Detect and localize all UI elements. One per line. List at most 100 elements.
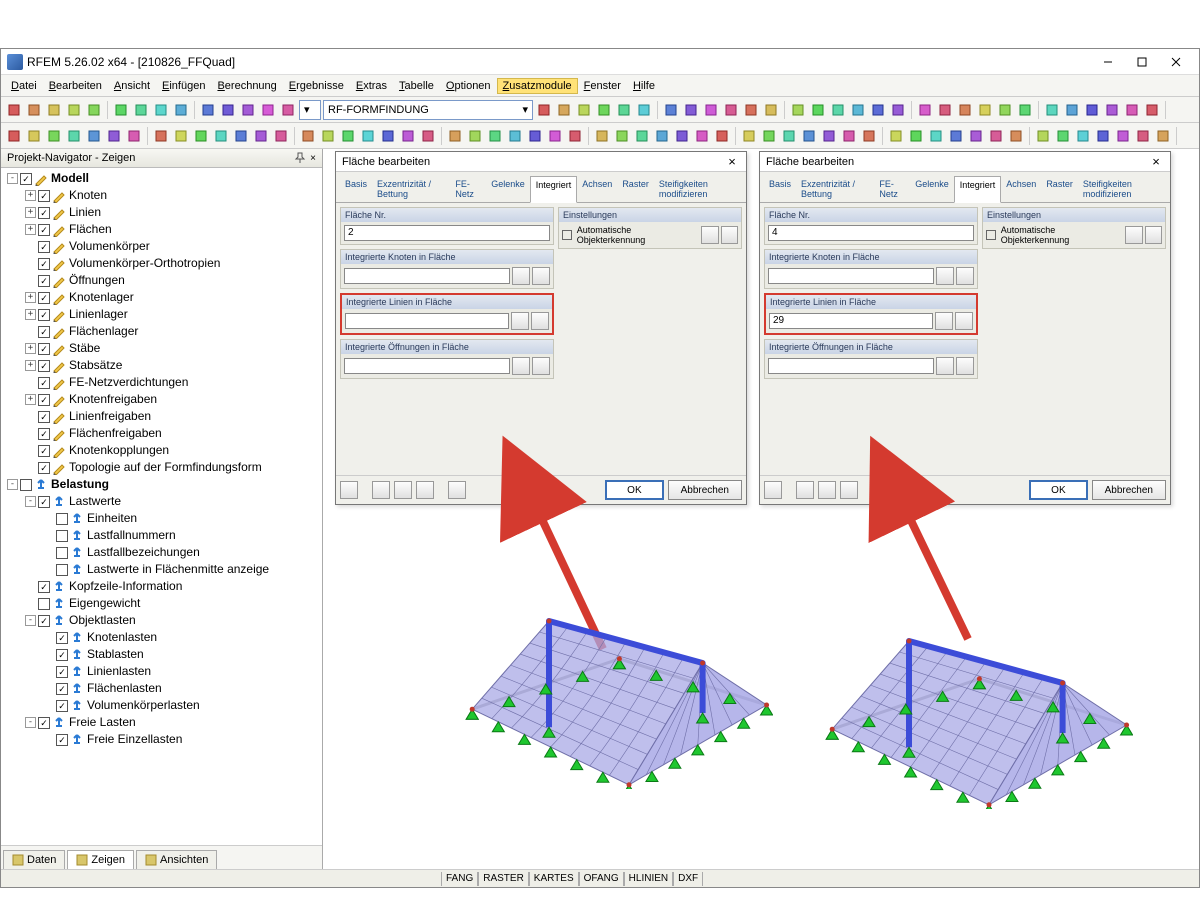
- toolbar-button[interactable]: [742, 101, 760, 119]
- tree-checkbox[interactable]: ✓: [38, 224, 50, 236]
- menu-item-extras[interactable]: Extras: [350, 78, 393, 94]
- toolbar-button[interactable]: [849, 101, 867, 119]
- foot-btn[interactable]: [448, 481, 466, 499]
- menu-item-optionen[interactable]: Optionen: [440, 78, 497, 94]
- tree-row[interactable]: ✓Knotenkopplungen: [1, 442, 322, 459]
- pick-button[interactable]: [512, 357, 530, 375]
- toolbar-button[interactable]: [702, 101, 720, 119]
- toolbar-button[interactable]: [907, 127, 925, 145]
- expand-icon[interactable]: -: [25, 496, 36, 507]
- dialog-tab[interactable]: Raster: [617, 176, 654, 202]
- tree-row[interactable]: ✓Knotenlasten: [1, 629, 322, 646]
- tree-checkbox[interactable]: [56, 547, 68, 559]
- tree-row[interactable]: +✓Linien: [1, 204, 322, 221]
- menu-item-tabelle[interactable]: Tabelle: [393, 78, 440, 94]
- toolbar-button[interactable]: [25, 127, 43, 145]
- dialog-close-icon[interactable]: ×: [1148, 154, 1164, 169]
- tree-row[interactable]: ✓FE-Netzverdichtungen: [1, 374, 322, 391]
- toolbar-button[interactable]: [673, 127, 691, 145]
- toolbar-button[interactable]: [1094, 127, 1112, 145]
- tree-row[interactable]: -✓Lastwerte: [1, 493, 322, 510]
- toolbar-button[interactable]: [125, 127, 143, 145]
- tree-checkbox[interactable]: [20, 479, 32, 491]
- toolbar-button[interactable]: [219, 101, 237, 119]
- tree-row[interactable]: ✓Linienlasten: [1, 663, 322, 680]
- menu-item-ansicht[interactable]: Ansicht: [108, 78, 156, 94]
- expand-icon[interactable]: -: [7, 173, 18, 184]
- toolbar-button[interactable]: [916, 101, 934, 119]
- dialog-tab[interactable]: Gelenke: [910, 176, 954, 202]
- toolbar-button[interactable]: [996, 101, 1014, 119]
- dialog-tab[interactable]: Steifigkeiten modifizieren: [654, 176, 742, 202]
- toolbar-button[interactable]: [239, 101, 257, 119]
- toolbar-button[interactable]: [860, 127, 878, 145]
- toolbar-button[interactable]: [379, 127, 397, 145]
- toolbar-button[interactable]: [927, 127, 945, 145]
- tree-checkbox[interactable]: ✓: [38, 326, 50, 338]
- tree-checkbox[interactable]: ✓: [38, 496, 50, 508]
- tree-row[interactable]: ✓Linienfreigaben: [1, 408, 322, 425]
- toolbar-button[interactable]: [526, 127, 544, 145]
- tree-checkbox[interactable]: [56, 530, 68, 542]
- toolbar-button[interactable]: [762, 101, 780, 119]
- status-cell[interactable]: OFANG: [579, 872, 624, 886]
- tree-row[interactable]: -✓Freie Lasten: [1, 714, 322, 731]
- toolbar-button[interactable]: [947, 127, 965, 145]
- toolbar-button[interactable]: [693, 127, 711, 145]
- toolbar-button[interactable]: [662, 101, 680, 119]
- maximize-button[interactable]: [1125, 52, 1159, 72]
- dialog-tab[interactable]: Basis: [764, 176, 796, 202]
- pick-button-2[interactable]: [532, 267, 550, 285]
- auto-detect-checkbox[interactable]: [562, 230, 572, 240]
- dialog-tab[interactable]: Exzentrizität / Bettung: [372, 176, 450, 202]
- toolbar-button[interactable]: [399, 127, 417, 145]
- expand-icon[interactable]: +: [25, 207, 36, 218]
- toolbar-button[interactable]: [1007, 127, 1025, 145]
- toolbar-button[interactable]: [359, 127, 377, 145]
- tree-checkbox[interactable]: ✓: [38, 411, 50, 423]
- toolbar-button[interactable]: [575, 101, 593, 119]
- text-input[interactable]: 29: [769, 313, 933, 329]
- settings-btn[interactable]: [701, 226, 718, 244]
- dialog-tab[interactable]: Raster: [1041, 176, 1078, 202]
- toolbar-button[interactable]: [789, 101, 807, 119]
- minimize-button[interactable]: [1091, 52, 1125, 72]
- tree-checkbox[interactable]: ✓: [38, 241, 50, 253]
- toolbar-button[interactable]: [809, 101, 827, 119]
- toolbar-button[interactable]: [45, 127, 63, 145]
- foot-btn[interactable]: [818, 481, 836, 499]
- toolbar-button[interactable]: [1134, 127, 1152, 145]
- dialog-tab[interactable]: Gelenke: [486, 176, 530, 202]
- pick-button-2[interactable]: [532, 357, 550, 375]
- toolbar-button[interactable]: [132, 101, 150, 119]
- tree-row[interactable]: +✓Flächen: [1, 221, 322, 238]
- status-cell[interactable]: DXF: [673, 872, 703, 886]
- surface-number-input[interactable]: 2: [344, 225, 550, 241]
- tree-checkbox[interactable]: ✓: [38, 275, 50, 287]
- foot-btn[interactable]: [872, 481, 890, 499]
- tree-row[interactable]: +✓Linienlager: [1, 306, 322, 323]
- ok-button[interactable]: OK: [605, 480, 663, 500]
- tree-checkbox[interactable]: ✓: [38, 581, 50, 593]
- tree-row[interactable]: Lastfallnummern: [1, 527, 322, 544]
- dialog-tab[interactable]: FE-Netz: [450, 176, 486, 202]
- status-cell[interactable]: KARTES: [529, 872, 579, 886]
- settings-btn[interactable]: [721, 226, 738, 244]
- tree-checkbox[interactable]: ✓: [56, 632, 68, 644]
- nav-tab-ansichten[interactable]: Ansichten: [136, 850, 217, 869]
- tree-row[interactable]: ✓Flächenlager: [1, 323, 322, 340]
- tree-row[interactable]: -✓Objektlasten: [1, 612, 322, 629]
- menu-item-berechnung[interactable]: Berechnung: [211, 78, 282, 94]
- toolbar-button[interactable]: [1034, 127, 1052, 145]
- navigator-close-icon[interactable]: ×: [310, 153, 316, 164]
- toolbar-button[interactable]: [486, 127, 504, 145]
- toolbar-button[interactable]: [595, 101, 613, 119]
- dialog-tab[interactable]: Integriert: [954, 176, 1002, 203]
- tree-checkbox[interactable]: ✓: [56, 734, 68, 746]
- tree-checkbox[interactable]: ✓: [38, 292, 50, 304]
- cancel-button[interactable]: Abbrechen: [1092, 480, 1166, 500]
- toolbar-button[interactable]: [889, 101, 907, 119]
- tree-row[interactable]: ✓Kopfzeile-Information: [1, 578, 322, 595]
- toolbar-button[interactable]: [172, 101, 190, 119]
- toolbar-button[interactable]: [613, 127, 631, 145]
